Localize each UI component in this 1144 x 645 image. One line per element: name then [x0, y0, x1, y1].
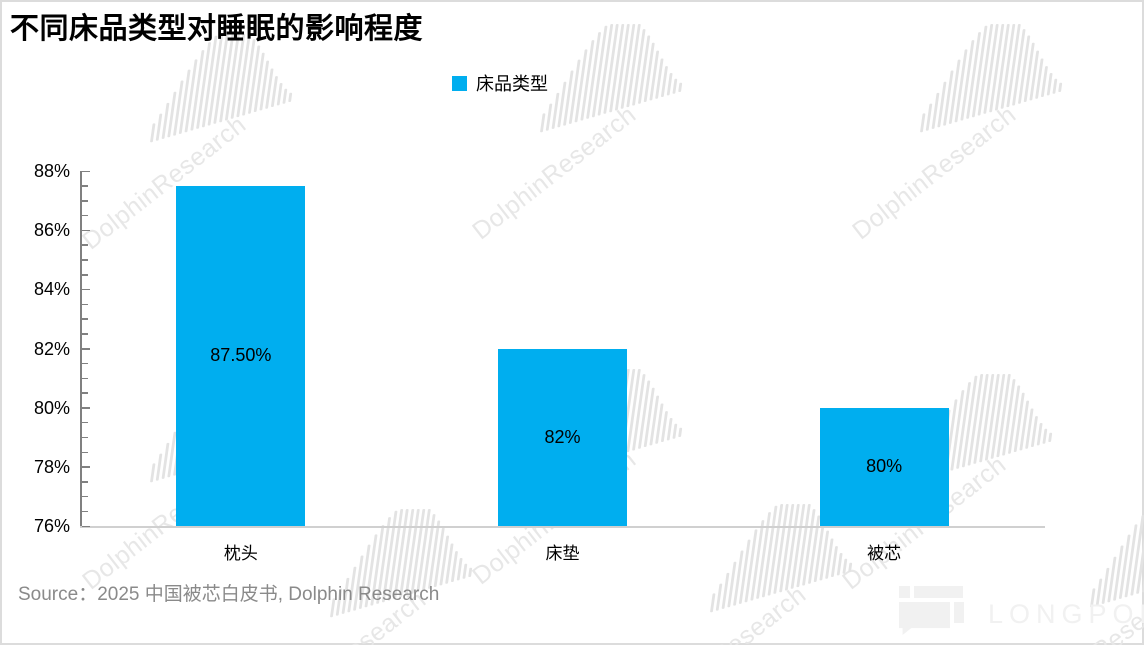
y-axis-minor-tick [82, 333, 88, 335]
bar-value-label: 80% [866, 456, 903, 477]
y-axis-minor-tick [82, 495, 88, 498]
y-axis-tick-label: 80% [33, 397, 70, 418]
y-axis-minor-tick [82, 200, 88, 202]
y-axis-major-tick [82, 407, 90, 409]
y-axis-tick-label: 76% [33, 516, 70, 536]
y-axis-major-tick [82, 170, 90, 172]
legend-swatch-icon [452, 75, 467, 91]
longport-logo-mark [954, 602, 964, 623]
y-axis-major-tick [82, 525, 90, 527]
y-axis-minor-tick [82, 274, 88, 276]
y-axis-major-tick [82, 288, 90, 291]
y-axis-minor-tick [82, 436, 88, 439]
y-axis-major-tick [82, 229, 90, 232]
x-axis-label: 床垫 [545, 544, 580, 563]
y-axis-minor-tick [82, 392, 88, 394]
legend-label: 床品类型 [476, 74, 548, 94]
dolphin-burst-icon [534, 22, 690, 152]
longport-logo-mark [914, 586, 963, 598]
watermark-text: DolphinResearch [467, 100, 642, 246]
dolphin-burst-icon [144, 32, 300, 162]
y-axis-minor-tick [82, 510, 88, 513]
y-axis-minor-tick [82, 244, 88, 246]
y-axis-minor-tick [82, 421, 88, 424]
y-axis-tick-label: 78% [33, 456, 70, 477]
watermark-text: DolphinResearch [847, 100, 1022, 246]
y-axis-minor-tick [82, 377, 88, 380]
y-axis-minor-tick [82, 318, 88, 320]
y-axis-minor-tick [82, 362, 88, 365]
bar-value-label: 82% [544, 426, 581, 447]
y-axis-minor-tick [82, 214, 88, 217]
y-axis-line [80, 171, 82, 526]
source-note: Source：2025 中国被芯白皮书, Dolphin Research [18, 584, 440, 605]
bar-枕头: 87.50% [176, 185, 306, 526]
watermark: DolphinResearch [847, 0, 1085, 250]
watermark-text: DolphinResearch [637, 580, 812, 645]
bar-床垫: 82% [498, 348, 627, 526]
y-axis-minor-tick [82, 451, 88, 454]
y-axis-minor-tick [82, 185, 88, 187]
longport-logo-mark [899, 586, 910, 598]
longport-logo-text: LONGPORT [988, 599, 1144, 629]
y-axis-tick-label: 86% [33, 220, 70, 241]
x-axis-line [80, 526, 1045, 528]
x-axis-label: 枕头 [223, 544, 258, 563]
y-axis-major-tick [82, 348, 90, 350]
bar-被芯: 80% [819, 407, 949, 526]
y-axis-minor-tick [82, 259, 88, 261]
bar-value-label: 87.50% [210, 345, 272, 366]
y-axis-minor-tick [82, 303, 88, 306]
dolphin-burst-icon [914, 22, 1070, 152]
legend: 床品类型 [452, 70, 548, 96]
chart-title: 不同床品类型对睡眠的影响程度 [10, 13, 424, 45]
y-axis-major-tick [82, 466, 90, 468]
y-axis-tick-label: 82% [33, 338, 70, 359]
x-axis-label: 被芯 [867, 544, 902, 563]
y-axis-minor-tick [82, 481, 88, 483]
y-axis-tick-label: 88% [33, 161, 70, 181]
longport-logo-mark [899, 602, 950, 635]
watermark: DolphinResearch [467, 0, 705, 250]
y-axis-tick-label: 84% [33, 279, 70, 300]
